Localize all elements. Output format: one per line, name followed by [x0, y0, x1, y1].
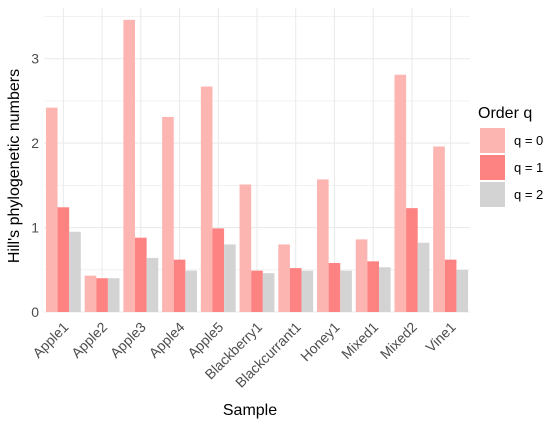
bar-mixed1-q0 — [355, 239, 368, 312]
legend-swatch — [480, 182, 505, 207]
x-axis-ticks: Apple1Apple2Apple3Apple4Apple5Blackberry… — [29, 319, 459, 391]
bar-apple1-q2 — [69, 231, 81, 312]
bar-blackberry1-q2 — [262, 273, 275, 312]
bar-apple2-q1 — [96, 278, 108, 312]
bar-vine1-q1 — [444, 259, 457, 312]
y-axis-title: Hill's phylogenetic numbers — [6, 69, 23, 263]
x-tick-label: Mixed2 — [377, 319, 420, 362]
bar-apple4-q0 — [162, 116, 174, 312]
bar-mixed2-q0 — [394, 74, 407, 312]
legend-swatch — [480, 128, 505, 153]
bars — [45, 19, 469, 313]
bar-blackberry1-q0 — [239, 184, 252, 312]
legend: Order q q = 0 q = 1 q = 2 — [478, 105, 543, 207]
bar-honey1-q1 — [328, 263, 341, 312]
bar-apple2-q0 — [84, 275, 97, 312]
bar-blackcurrant1-q0 — [278, 244, 290, 312]
x-tick-label: Apple2 — [68, 319, 110, 361]
bar-apple5-q1 — [212, 228, 225, 312]
bar-apple1-q1 — [57, 207, 70, 312]
bar-mixed1-q2 — [378, 267, 391, 312]
bar-mixed2-q2 — [417, 242, 430, 312]
bar-honey1-q0 — [317, 179, 329, 312]
legend-label: q = 0 — [514, 133, 543, 148]
x-tick-label: Apple3 — [107, 319, 149, 361]
legend-swatch — [480, 155, 505, 180]
x-tick-label: Vine1 — [422, 319, 459, 356]
y-tick-label: 0 — [31, 304, 39, 320]
bar-apple1-q0 — [45, 107, 58, 313]
bar-blackcurrant1-q1 — [289, 268, 302, 312]
x-tick-label: Honey1 — [297, 319, 343, 365]
bar-apple4-q1 — [173, 259, 186, 312]
x-tick-label: Apple1 — [29, 319, 71, 361]
y-tick-label: 1 — [31, 220, 39, 236]
bar-apple3-q2 — [146, 257, 159, 312]
bar-mixed1-q1 — [367, 261, 379, 312]
bar-vine1-q2 — [456, 269, 469, 312]
x-axis-title: Sample — [223, 402, 277, 419]
x-tick-label: Apple4 — [146, 319, 188, 361]
y-axis-ticks: 0 1 2 3 — [31, 51, 39, 320]
bar-honey1-q2 — [340, 270, 352, 312]
y-tick-label: 3 — [31, 51, 39, 67]
x-tick-label: Mixed1 — [338, 319, 381, 362]
legend-title: Order q — [478, 105, 532, 122]
legend-label: q = 2 — [514, 187, 543, 202]
bar-apple3-q0 — [123, 19, 136, 312]
bar-apple2-q2 — [107, 278, 120, 312]
y-tick-label: 2 — [31, 135, 39, 151]
bar-apple5-q0 — [200, 86, 213, 313]
bar-vine1-q0 — [433, 146, 445, 312]
bar-blackcurrant1-q2 — [301, 270, 314, 312]
bar-apple4-q2 — [185, 270, 197, 312]
bar-apple3-q1 — [135, 237, 147, 312]
bar-apple5-q2 — [224, 244, 236, 312]
bar-blackberry1-q1 — [251, 270, 263, 312]
bar-mixed2-q1 — [406, 208, 418, 312]
legend-label: q = 1 — [514, 160, 543, 175]
